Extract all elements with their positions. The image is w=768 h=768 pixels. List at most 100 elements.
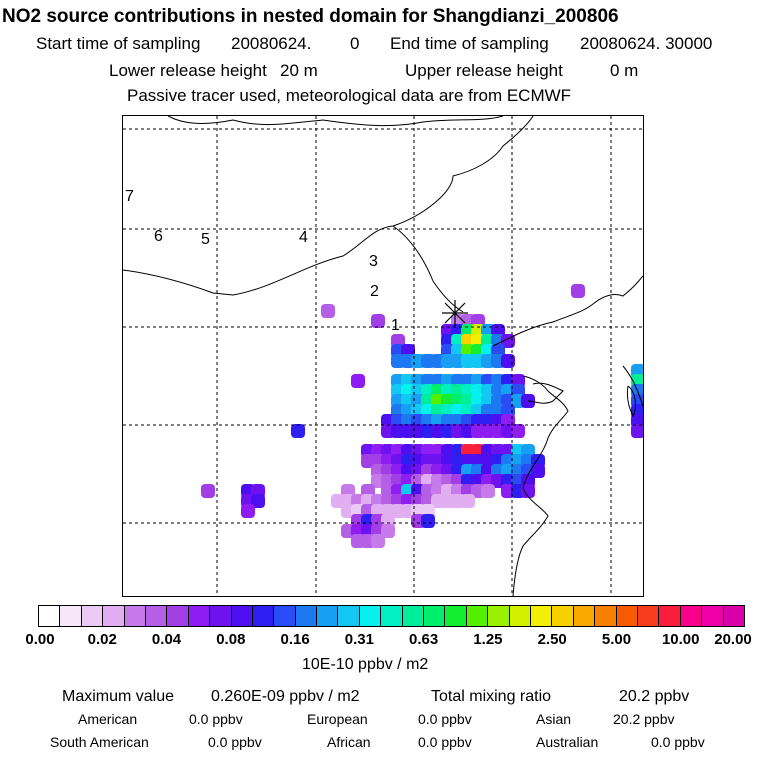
colorbar-tick-label: 0.08 [216, 631, 246, 648]
map-panel: 1 2 3 4 5 6 7 [122, 115, 644, 597]
concentration-cell [631, 424, 643, 438]
day-label-6: 6 [154, 228, 163, 245]
colorbar-tick-label: 0.00 [25, 631, 55, 648]
colorbar-tick-label: 10.00 [661, 631, 700, 648]
colorbar-segment [402, 606, 425, 626]
max-value: 0.260E-09 ppbv / m2 [211, 688, 360, 705]
start-hour: 0 [350, 34, 360, 53]
total-mixing-value: 20.2 ppbv [619, 688, 690, 705]
colorbar-unit: 10E-10 ppbv / m2 [302, 656, 429, 673]
border-line-north [123, 116, 534, 296]
colorbar-segment [124, 606, 146, 626]
max-value-label: Maximum value [62, 688, 175, 705]
day-label-7: 7 [125, 188, 134, 205]
colorbar-segment [210, 606, 232, 626]
day-label-5: 5 [201, 231, 210, 248]
colorbar-segment [552, 606, 574, 626]
concentration-cell [481, 484, 495, 498]
colorbar-tick-label: 0.04 [151, 631, 182, 648]
day-label-2: 2 [370, 283, 379, 300]
colorbar-segment [274, 606, 296, 626]
colorbar-segment [530, 606, 553, 626]
coastline-east [622, 365, 643, 407]
concentration-cell [241, 504, 255, 518]
colorbar-segment [723, 606, 744, 626]
start-value: 20080624. [231, 34, 312, 53]
concentration-cell [521, 484, 535, 498]
colorbar-tick-label: 1.25 [473, 631, 503, 648]
coastline-peninsula [527, 382, 564, 404]
colorbar-segment [145, 606, 168, 626]
colorbar-segment [338, 606, 360, 626]
day-label-4: 4 [299, 229, 308, 246]
colorbar-tick-label: 20.00 [714, 631, 752, 648]
colorbar-segment [295, 606, 318, 626]
concentration-cell [371, 314, 385, 328]
colorbar-segment [381, 606, 403, 626]
region-name: Asian [536, 711, 572, 727]
colorbar-segment [231, 606, 253, 626]
concentration-cell [511, 424, 525, 438]
concentration-cell [351, 374, 365, 388]
colorbar-segment [466, 606, 489, 626]
region-value: 0.0 ppbv [189, 711, 243, 727]
lower-release-label: Lower release height [109, 61, 267, 80]
colorbar-segment [680, 606, 703, 626]
concentration-cell [571, 284, 585, 298]
colorbar-segment [637, 606, 660, 626]
colorbar-tick-label: 0.31 [344, 631, 374, 648]
colorbar-tick-label: 0.63 [409, 631, 439, 648]
colorbar-segment [488, 606, 510, 626]
region-value: 0.0 ppbv [418, 711, 472, 727]
concentration-cell [371, 534, 385, 548]
upper-release-label: Upper release height [405, 61, 563, 80]
colorbar-segment [424, 606, 446, 626]
concentration-cell [461, 494, 475, 508]
border-line-top [167, 116, 504, 127]
colorbar-segment [60, 606, 82, 626]
region-name: South American [50, 734, 149, 750]
day-label-1: 1 [391, 317, 400, 334]
concentration-cell [421, 514, 435, 528]
concentration-cell [381, 524, 395, 538]
colorbar-segment [702, 606, 724, 626]
concentration-cell [321, 304, 335, 318]
colorbar-tick-label: 0.02 [87, 631, 117, 648]
colorbar-tick-label: 5.00 [601, 631, 632, 648]
upper-release-value: 0 m [610, 61, 639, 80]
colorbar-segment [39, 606, 61, 626]
region-value: 0.0 ppbv [651, 734, 705, 750]
lower-release-value: 20 m [280, 61, 318, 80]
trajectory-day-labels: 1 2 3 4 5 6 7 [125, 188, 400, 334]
coastline-liaodong [492, 275, 643, 347]
concentration-cells [201, 284, 643, 548]
day-label-3: 3 [369, 253, 378, 270]
coastlines-borders [123, 116, 643, 596]
region-name: European [307, 711, 368, 727]
concentration-cell [501, 354, 515, 368]
colorbar-segment [509, 606, 531, 626]
island [626, 385, 636, 418]
colorbar-segment [573, 606, 596, 626]
colorbar-segment [317, 606, 339, 626]
colorbar-segment [81, 606, 104, 626]
coastline-bohai [392, 225, 464, 313]
colorbar-segment [616, 606, 638, 626]
chart-title: NO2 source contributions in nested domai… [2, 6, 619, 27]
station-marker [442, 300, 468, 326]
colorbar-tick-label: 0.16 [280, 631, 310, 648]
colorbar-segment [659, 606, 681, 626]
colorbar-segment [188, 606, 211, 626]
concentration-map: 1 2 3 4 5 6 7 [123, 116, 643, 596]
region-name: American [78, 711, 138, 727]
region-value: 0.0 ppbv [208, 734, 262, 750]
coastline-shandong [512, 375, 569, 596]
end-label: End time of sampling [390, 34, 549, 53]
region-value: 20.2 ppbv [613, 711, 675, 727]
colorbar-tick-label: 2.50 [537, 631, 567, 648]
concentration-cell [531, 464, 545, 478]
concentration-cell [201, 484, 215, 498]
concentration-cell [251, 494, 265, 508]
colorbar [38, 605, 745, 627]
colorbar-segment [103, 606, 125, 626]
